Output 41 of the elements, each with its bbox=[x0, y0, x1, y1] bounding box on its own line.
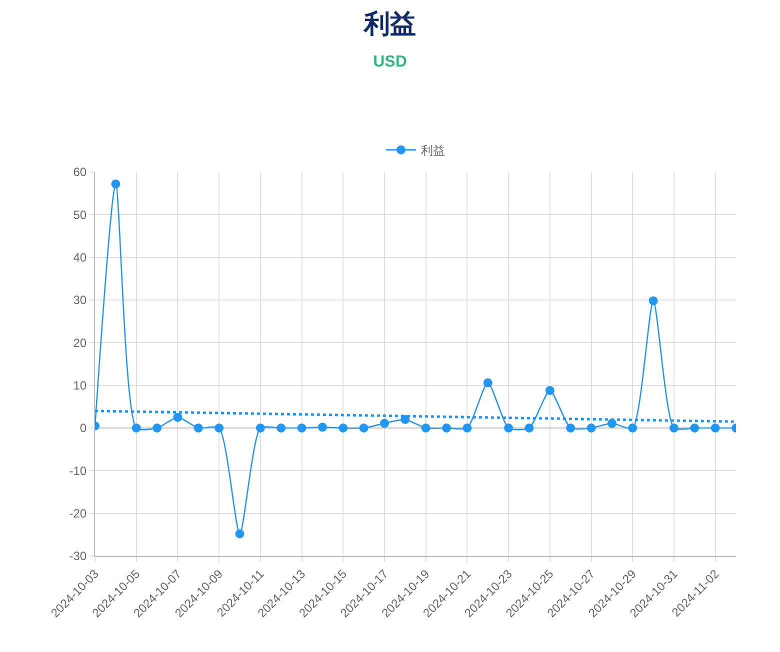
y-tick-label: 50 bbox=[73, 208, 87, 222]
point bbox=[276, 424, 286, 432]
point bbox=[566, 424, 576, 432]
point bbox=[380, 418, 389, 428]
point bbox=[214, 424, 224, 432]
point bbox=[111, 179, 120, 188]
point bbox=[648, 296, 658, 306]
point bbox=[359, 424, 368, 432]
point bbox=[338, 424, 348, 432]
point bbox=[421, 424, 430, 432]
y-tick-label: -10 bbox=[69, 464, 87, 478]
point bbox=[524, 424, 534, 432]
point bbox=[710, 424, 720, 432]
y-tick-label: -30 bbox=[69, 549, 87, 564]
point bbox=[545, 386, 554, 395]
point bbox=[194, 424, 203, 432]
y-tick-label: 40 bbox=[73, 250, 87, 265]
point bbox=[669, 424, 678, 432]
point bbox=[152, 424, 162, 432]
point bbox=[297, 424, 306, 432]
chart-subtitle: USD bbox=[373, 53, 407, 70]
point bbox=[173, 412, 182, 422]
chart-title: 利益 bbox=[363, 8, 416, 39]
y-tick-label: 30 bbox=[73, 293, 87, 308]
y-tick-label: 60 bbox=[73, 165, 87, 180]
point bbox=[132, 424, 141, 432]
point bbox=[318, 422, 327, 432]
point bbox=[504, 424, 514, 432]
point bbox=[442, 424, 452, 432]
point bbox=[256, 424, 265, 432]
legend-label: 利益 bbox=[421, 144, 445, 158]
point bbox=[586, 424, 596, 432]
point bbox=[628, 424, 638, 432]
y-tick-label: 20 bbox=[73, 336, 87, 350]
y-tick-label: -20 bbox=[69, 506, 87, 521]
point bbox=[462, 424, 472, 432]
point bbox=[235, 529, 244, 538]
y-tick-label: 10 bbox=[73, 378, 87, 393]
y-tick-label: 0 bbox=[80, 421, 87, 436]
point bbox=[483, 378, 492, 388]
point bbox=[690, 424, 700, 432]
